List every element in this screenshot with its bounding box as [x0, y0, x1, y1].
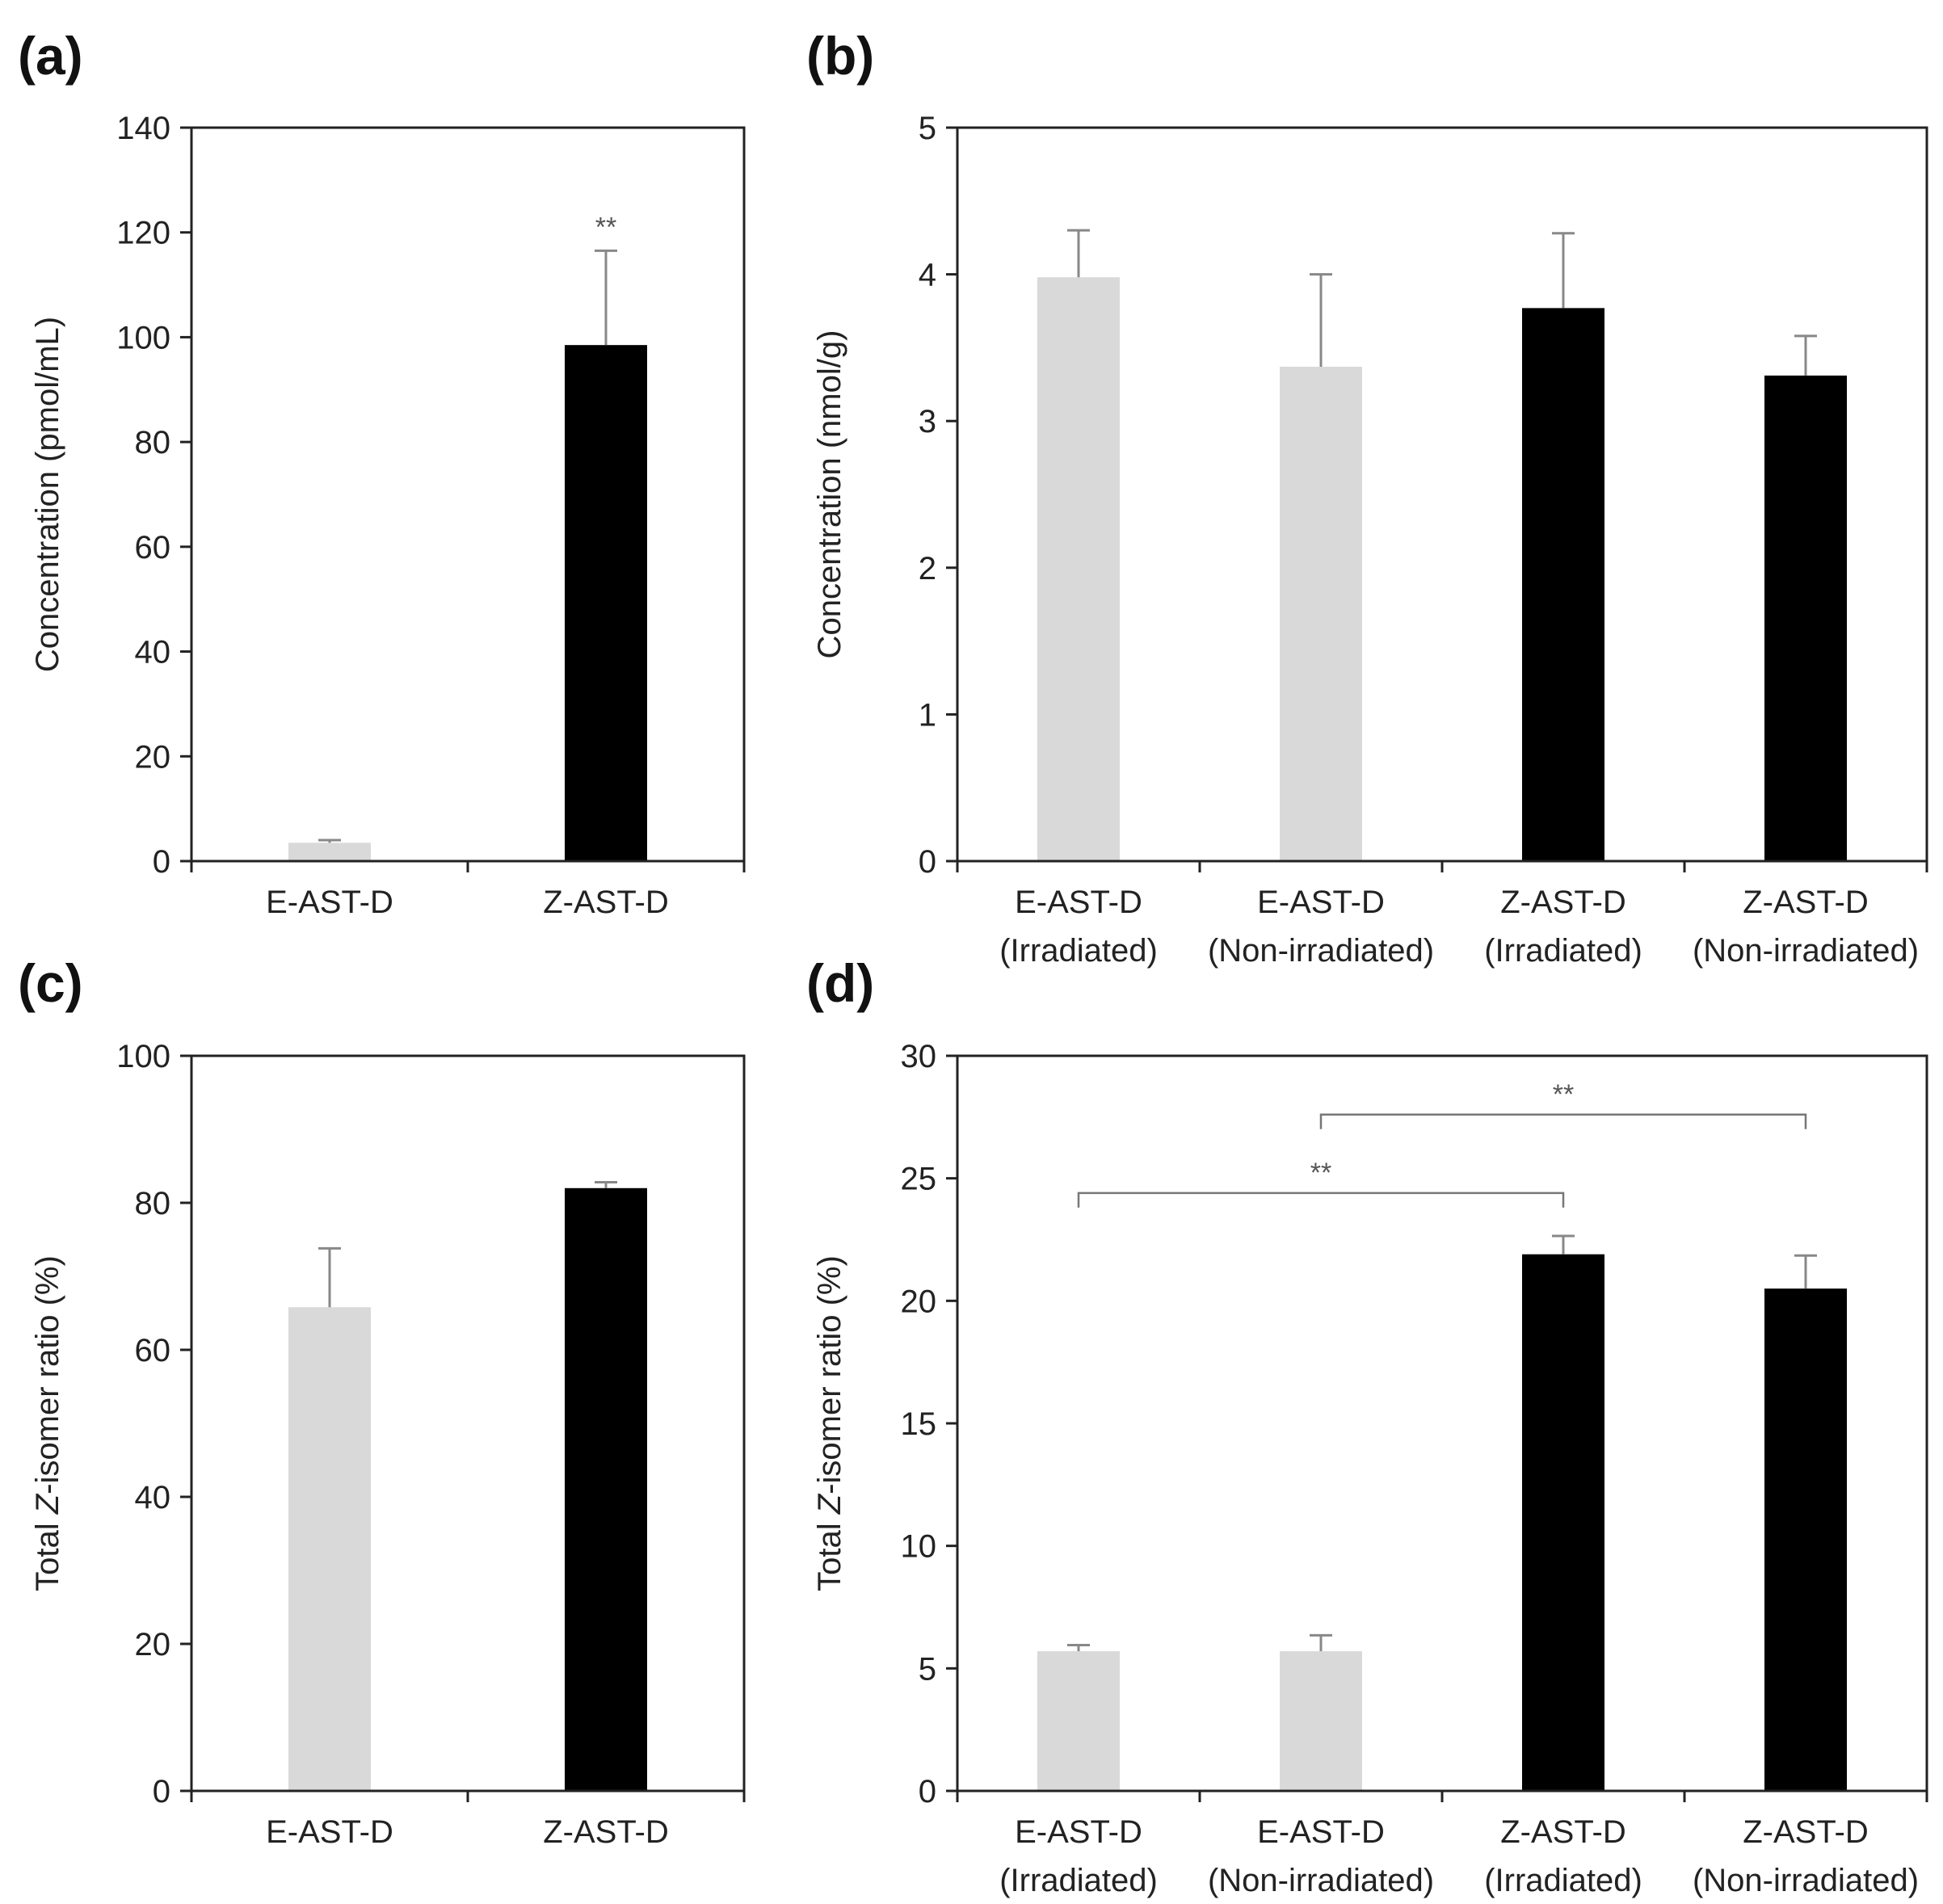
panel-a-label: (a): [18, 26, 83, 86]
panel-c-bar-1: [288, 1307, 371, 1791]
panel-a-ytick-label-3: 60: [135, 530, 171, 565]
panel-b-error-bar-3: [1552, 232, 1575, 309]
panel-d-y-axis-title-part-1: Total: [812, 1514, 847, 1591]
panel-d-y-axis-title: Total Z-isomer ratio (%): [812, 1255, 847, 1591]
panel-d-bracket-label-1: **: [1310, 1158, 1331, 1188]
panel-d-bracket-label-2: **: [1553, 1079, 1574, 1110]
panel-a: (a) 0 20 40 60 80 100 120 140 E-AST-D Z-AST-D Conce…: [18, 26, 746, 920]
panel-a-error-bar-1: [318, 839, 341, 843]
panel-a-ytick-label-7: 140: [116, 111, 170, 146]
panel-a-error-bar-2: [595, 249, 617, 346]
panel-d-category-label-2: E-AST-D: [1257, 1814, 1385, 1850]
panel-d-category-label-3-sub: (Irradiated): [1484, 1863, 1642, 1898]
panel-d-ytick-label-0: 0: [919, 1774, 936, 1809]
panel-d-bracket-2: **: [1319, 1079, 1807, 1129]
panel-d-error-bar-3: [1552, 1234, 1575, 1255]
panel-d-category-label-4-sub: (Non-irradiated): [1693, 1863, 1919, 1898]
panel-a-bar-1: [288, 843, 371, 861]
panel-b-ytick-label-2: 2: [919, 551, 936, 586]
panel-b-error-bar-2: [1310, 273, 1332, 368]
panel-a-ytick-label-1: 20: [135, 739, 171, 775]
panel-a-significance-1: **: [595, 212, 616, 242]
panel-d-bracket-line-2: [1319, 1113, 1807, 1129]
panel-d-category-label-2-sub: (Non-irradiated): [1208, 1863, 1434, 1898]
panel-b-category-label-4-sub: (Non-irradiated): [1693, 933, 1919, 969]
panel-c-ytick-label-2: 40: [135, 1480, 171, 1515]
panel-c-y-axis-title-part-1: Total: [30, 1514, 65, 1591]
panel-b-bar-2: [1280, 367, 1362, 861]
panel-c-error-bar-2: [595, 1181, 617, 1188]
panel-b: (b) 0 1 2 3 4 5 E-AST-D (Irradiated) E-AST-D (Non-…: [806, 26, 1928, 969]
panel-d-ytick-label-3: 15: [901, 1406, 937, 1442]
panel-c-ytick-label-3: 60: [135, 1333, 171, 1368]
panel-b-category-label-2-sub: (Non-irradiated): [1208, 933, 1434, 969]
panel-b-category-label-4: Z-AST-D: [1743, 885, 1869, 920]
panel-b-category-label-2: E-AST-D: [1257, 885, 1385, 920]
panel-a-ytick-label-5: 100: [116, 320, 170, 355]
panel-d-bar-2: [1280, 1651, 1362, 1791]
panel-d-ytick-label-6: 30: [901, 1039, 937, 1074]
panel-d-ytick-label-5: 25: [901, 1162, 937, 1197]
panel-a-ytick-label-2: 40: [135, 635, 171, 670]
panel-c-error-bar-1: [318, 1246, 341, 1308]
panel-c-y-axis-title: Total Z-isomer ratio (%): [30, 1255, 65, 1591]
panel-d-ytick-label-4: 20: [901, 1284, 937, 1319]
panel-b-error-bar-1: [1067, 229, 1090, 278]
panel-d-bracket-1: **: [1077, 1158, 1565, 1208]
panel-b-category-label-3-sub: (Irradiated): [1484, 933, 1642, 969]
panel-a-ytick-label-4: 80: [135, 425, 171, 460]
panel-d-label: (d): [806, 953, 874, 1013]
panel-b-bar-4: [1764, 375, 1847, 861]
panel-b-ytick-label-5: 5: [919, 111, 936, 146]
panel-d-bar-4: [1764, 1288, 1847, 1791]
panel-d-category-label-1-sub: (Irradiated): [999, 1863, 1158, 1898]
panel-b-y-axis-title: Concentration (nmol/g): [812, 330, 847, 659]
panel-b-ytick-label-1: 1: [919, 697, 936, 733]
panel-d-category-label-3: Z-AST-D: [1500, 1814, 1626, 1850]
panel-a-y-axis-title: Concentration (pmol/mL): [30, 317, 65, 672]
panel-c-label: (c): [18, 953, 83, 1013]
panel-d-error-bar-4: [1794, 1254, 1817, 1289]
panel-c-y-axis-title-part-3: -isomer ratio (%): [30, 1255, 65, 1494]
panel-b-category-label-1-sub: (Irradiated): [999, 933, 1158, 969]
panel-b-bar-3: [1522, 308, 1604, 861]
panel-d-y-axis-title-part-3: -isomer ratio (%): [812, 1255, 847, 1494]
panel-d-bracket-line-1: [1077, 1192, 1565, 1208]
panel-a-ytick-label-0: 0: [153, 844, 170, 880]
panel-a-category-label-1: E-AST-D: [266, 885, 393, 920]
panel-d-y-axis-title-part-2: Z: [812, 1493, 847, 1515]
panel-d-error-bar-2: [1310, 1633, 1332, 1652]
panel-c-ytick-label-0: 0: [153, 1774, 170, 1809]
panel-b-label: (b): [806, 26, 874, 86]
panel-c-ytick-label-1: 20: [135, 1627, 171, 1662]
panel-b-bar-1: [1037, 277, 1120, 861]
panel-c: (c) 0 20 40 60 80 100 E-AST-D Z-AST-D Total Z-iso…: [18, 953, 746, 1850]
panel-d-bar-1: [1037, 1651, 1120, 1791]
panel-b-ytick-label-3: 3: [919, 404, 936, 439]
panel-c-bar-2: [565, 1187, 647, 1791]
panel-c-category-label-2: Z-AST-D: [543, 1814, 669, 1850]
panel-b-ytick-label-4: 4: [919, 258, 936, 293]
panel-d-ytick-label-2: 10: [901, 1529, 937, 1565]
panel-c-ytick-label-4: 80: [135, 1186, 171, 1221]
panel-b-ytick-label-0: 0: [919, 844, 936, 880]
panel-a-bar-2: [565, 345, 647, 862]
panel-d-bar-3: [1522, 1254, 1604, 1791]
panel-c-ytick-label-5: 100: [116, 1039, 170, 1074]
panel-b-category-label-3: Z-AST-D: [1500, 885, 1626, 920]
panel-b-category-label-1: E-AST-D: [1015, 885, 1142, 920]
panel-a-category-label-2: Z-AST-D: [543, 885, 669, 920]
panel-c-plot-frame: [190, 1054, 746, 1793]
panel-c-category-label-1: E-AST-D: [266, 1814, 393, 1850]
panel-d-ytick-label-1: 5: [919, 1651, 936, 1687]
panel-d-category-label-4: Z-AST-D: [1743, 1814, 1869, 1850]
panel-c-y-axis-title-part-2: Z: [30, 1493, 65, 1515]
panel-d-category-label-1: E-AST-D: [1015, 1814, 1142, 1850]
panel-d: (d) 0 5 10 15 20 25 30 E-AST-D (Irradiated) E-AST-…: [806, 953, 1928, 1898]
panel-d-error-bar-1: [1067, 1644, 1090, 1652]
panel-a-plot-frame: [190, 126, 746, 863]
panel-b-error-bar-4: [1794, 334, 1817, 376]
panel-a-ytick-label-6: 120: [116, 216, 170, 251]
